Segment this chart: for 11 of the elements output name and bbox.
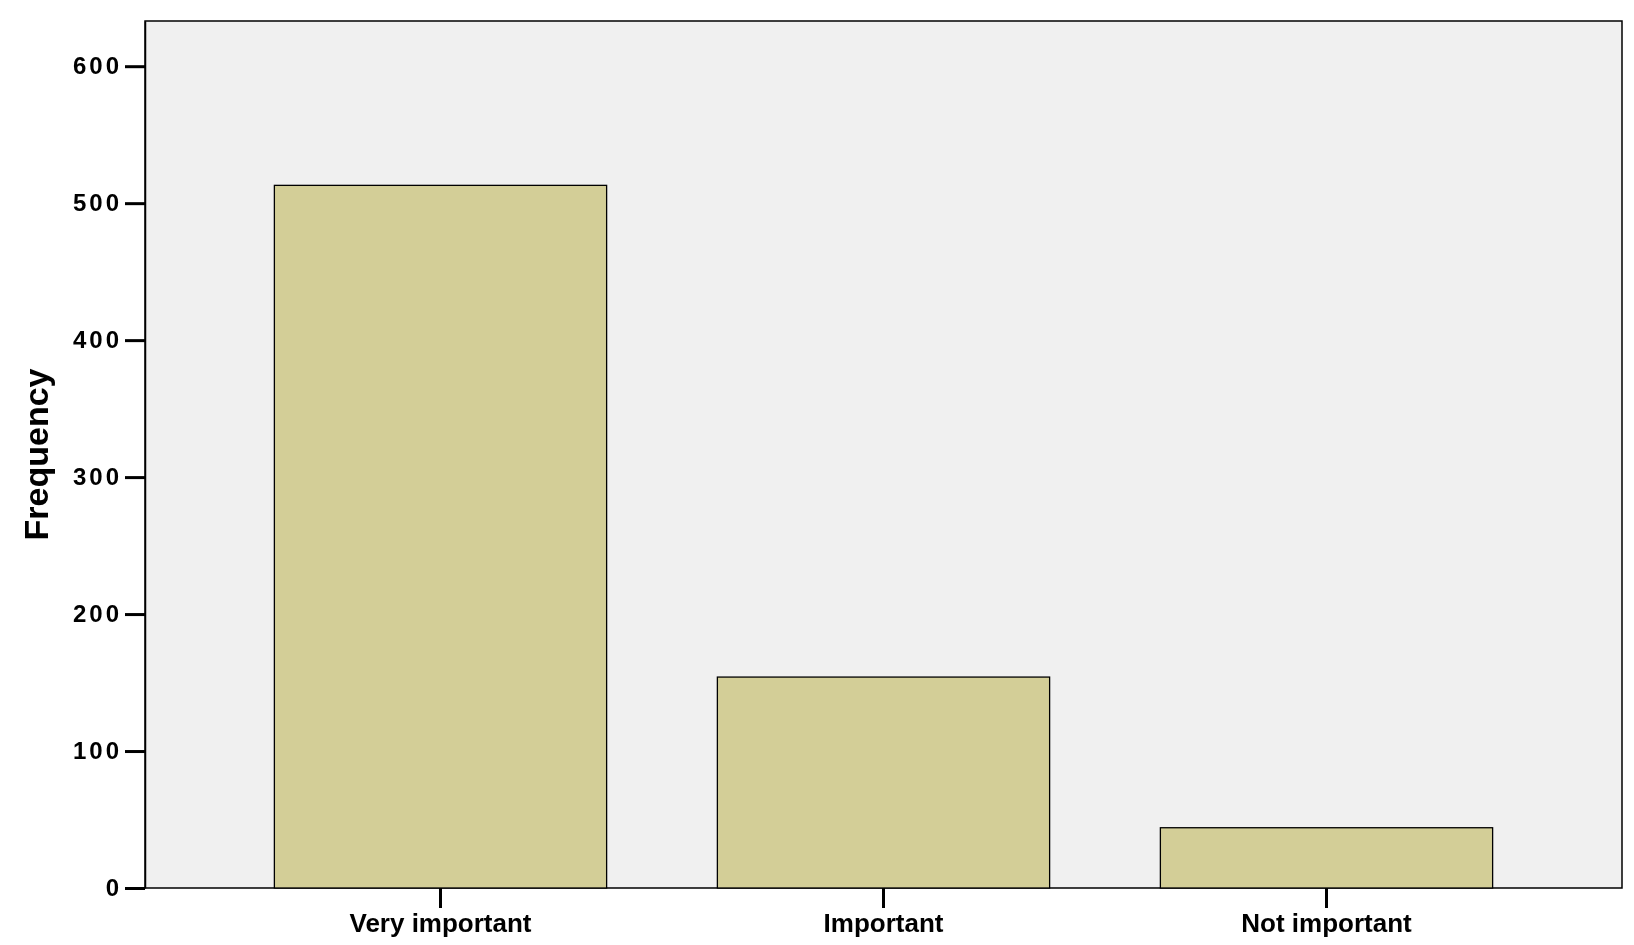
y-tick-label: 400	[72, 326, 122, 354]
x-tick-label: Important	[823, 908, 944, 939]
y-tick-label: 300	[72, 463, 122, 491]
y-tick-label: 500	[72, 189, 122, 217]
x-tick-label: Very important	[349, 908, 532, 939]
y-tick-label: 200	[72, 600, 122, 628]
y-tick-label: 600	[72, 52, 122, 80]
y-axis-title: Frequency	[17, 368, 55, 541]
y-tick-label: 100	[72, 737, 122, 765]
x-tick-label: Not important	[1241, 908, 1413, 939]
y-tick-label: 0	[105, 874, 122, 902]
